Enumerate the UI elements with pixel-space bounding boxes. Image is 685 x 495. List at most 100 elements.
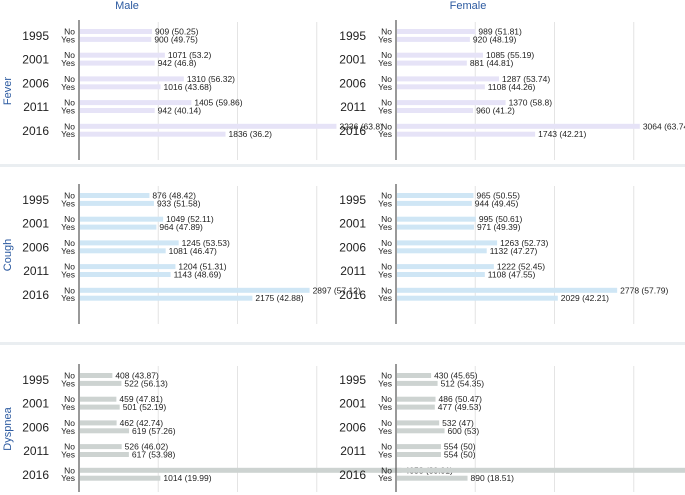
year-label: 1995 (22, 193, 49, 207)
bar-no (80, 29, 153, 34)
bar-yes (397, 84, 485, 90)
data-label-yes: 554 (50) (444, 450, 476, 460)
year-label: 2006 (22, 420, 49, 434)
bar-label-yes: Yes (378, 246, 392, 256)
data-label-yes: 920 (48.19) (473, 34, 517, 44)
bar-label-yes: Yes (61, 473, 75, 483)
bar-label-yes: Yes (61, 378, 75, 388)
bar-label-yes: Yes (378, 198, 392, 208)
data-label-no: 995 (50.61) (479, 214, 523, 224)
data-label-no: 1245 (53.53) (182, 238, 230, 248)
bar-label-no: No (381, 27, 392, 37)
data-label-no: 989 (51.81) (478, 27, 522, 37)
bar-label-yes: Yes (378, 473, 392, 483)
bar-label-yes: Yes (61, 222, 75, 232)
bar-label-yes: Yes (61, 106, 75, 116)
data-label-yes: 2175 (42.88) (255, 293, 303, 303)
data-label-no: 1085 (55.19) (486, 50, 534, 60)
panel-label: Cough (2, 239, 14, 271)
column-title: Male (115, 0, 139, 12)
data-label-no: 909 (50.25) (155, 27, 199, 37)
year-label: 2006 (339, 76, 366, 90)
bar-label-no: No (64, 50, 75, 60)
bar-label-yes: Yes (61, 402, 75, 412)
year-label: 2011 (340, 264, 366, 278)
bar-no (397, 264, 494, 270)
bar-yes (80, 84, 161, 90)
data-label-no: 526 (46.02) (125, 442, 169, 452)
bar-label-yes: Yes (61, 129, 75, 139)
data-label-no: 1287 (53.74) (502, 74, 550, 84)
bar-label-yes: Yes (61, 270, 75, 280)
bar-label-yes: Yes (61, 34, 75, 44)
panel-separator (0, 164, 685, 167)
panel-label: Dyspnea (2, 406, 14, 450)
bar-label-no: No (381, 418, 392, 428)
year-label: 1995 (339, 29, 366, 43)
bar-label-yes: Yes (378, 378, 392, 388)
bar-label-yes: Yes (378, 34, 392, 44)
bar-label-no: No (64, 214, 75, 224)
year-label: 2016 (22, 124, 49, 138)
bar-label-no: No (381, 262, 392, 272)
bar-no (80, 467, 402, 473)
bar-yes (397, 131, 536, 137)
bar-label-yes: Yes (61, 198, 75, 208)
data-label-no: 965 (50.55) (476, 191, 520, 201)
data-label-yes: 1108 (47.55) (488, 270, 536, 280)
year-label: 2001 (22, 217, 49, 231)
data-label-no: 554 (50) (444, 442, 476, 452)
bar-yes (80, 380, 122, 386)
data-label-yes: 617 (53.98) (132, 450, 176, 460)
bar-label-no: No (381, 285, 392, 295)
bar-label-no: No (64, 285, 75, 295)
data-label-no: 3236 (63.8) (339, 121, 383, 131)
bar-label-no: No (64, 262, 75, 272)
bar-label-yes: Yes (378, 402, 392, 412)
bar-no (80, 76, 184, 82)
data-label-yes: 512 (54.35) (441, 378, 485, 388)
bar-label-yes: Yes (61, 58, 75, 68)
bar-yes (397, 200, 472, 206)
year-label: 2016 (339, 288, 366, 302)
year-label: 2016 (339, 124, 366, 138)
data-label-yes: 522 (56.13) (124, 378, 168, 388)
data-label-no: 2897 (57.12) (313, 285, 361, 295)
bar-label-no: No (381, 74, 392, 84)
year-label: 1995 (339, 373, 366, 387)
bar-no (397, 29, 476, 34)
data-label-no: 1263 (52.73) (500, 238, 548, 248)
data-label-yes: 501 (52.19) (123, 402, 167, 412)
bar-label-yes: Yes (61, 426, 75, 436)
bar-no (80, 287, 310, 293)
bar-yes (80, 475, 161, 481)
data-label-yes: 619 (57.26) (132, 426, 176, 436)
data-label-no: 1049 (52.11) (166, 214, 214, 224)
bar-yes (80, 452, 129, 457)
data-label-no: 459 (47.81) (119, 394, 163, 404)
year-label: 2011 (23, 444, 49, 458)
bar-label-no: No (64, 74, 75, 84)
bar-no (80, 444, 122, 450)
bar-label-no: No (64, 465, 75, 475)
data-label-yes: 890 (18.51) (471, 473, 515, 483)
bar-no (397, 52, 483, 58)
bar-label-yes: Yes (378, 293, 392, 303)
bar-label-no: No (381, 238, 392, 248)
bar-yes (80, 131, 226, 137)
bar-no (80, 420, 117, 426)
data-label-no: 1222 (52.45) (497, 262, 545, 272)
bar-no (80, 373, 113, 378)
data-label-yes: 2029 (42.21) (561, 293, 609, 303)
data-label-no: 3064 (63.74) (643, 121, 685, 131)
data-label-no: 532 (47) (442, 418, 474, 428)
bar-label-no: No (381, 214, 392, 224)
data-label-yes: 944 (49.45) (475, 198, 519, 208)
year-label: 2001 (339, 217, 366, 231)
bar-no (80, 396, 117, 402)
bar-label-no: No (64, 394, 75, 404)
year-label: 2001 (22, 53, 49, 67)
data-label-yes: 1132 (47.27) (490, 246, 538, 256)
year-label: 1995 (22, 373, 49, 387)
bar-no (397, 76, 499, 82)
